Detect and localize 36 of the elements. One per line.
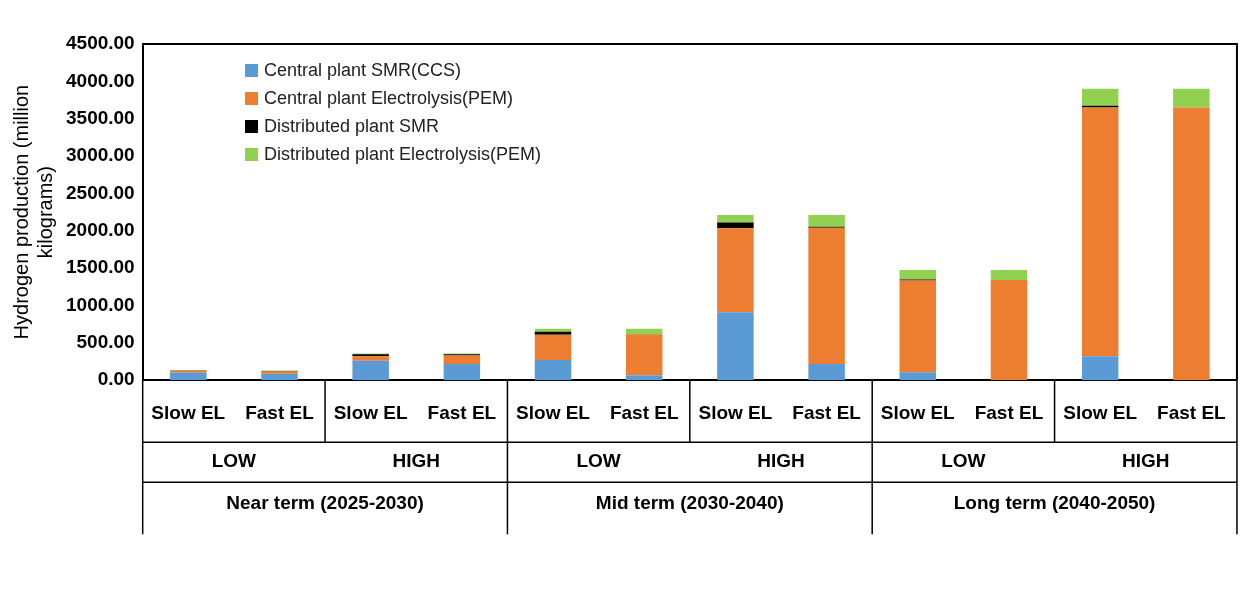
text: HIGH <box>1122 450 1170 472</box>
x-tick-label: Slow EL <box>333 401 408 423</box>
y-tick-label: 2000.00 <box>65 219 135 241</box>
x-tick-label: Fast EL <box>427 401 497 423</box>
x-tick-label: Fast EL <box>1157 401 1227 423</box>
text: LOW <box>941 450 986 472</box>
text: Long term (2040-2050) <box>953 492 1156 514</box>
legend-label: Distributed plant SMR <box>264 116 440 137</box>
x-tick-label: Fast EL <box>792 401 862 423</box>
y-tick-label: 3000.00 <box>65 144 135 166</box>
x-tick-label: Slow EL <box>698 401 773 423</box>
text: LOW <box>576 450 621 472</box>
y-tick-label: 3500.00 <box>65 106 135 128</box>
y-tick-label: 500.00 <box>76 331 135 353</box>
text: Mid term (2030-2040) <box>595 492 784 514</box>
y-tick-label: 4500.00 <box>65 32 135 54</box>
text: Near term (2025-2030) <box>226 492 424 514</box>
legend-label: Central plant SMR(CCS) <box>264 60 462 81</box>
x-tick-label: Slow EL <box>516 401 591 423</box>
x-tick-label: Slow EL <box>880 401 956 423</box>
x-tick-label: Slow EL <box>151 401 226 423</box>
y-tick-label: 2500.00 <box>65 181 135 203</box>
y-tick-label: 4000.00 <box>65 69 135 91</box>
text: LOW <box>211 450 257 472</box>
y-tick-label: 1500.00 <box>65 256 135 278</box>
y-tick-label: 1000.00 <box>65 293 135 315</box>
legend-label: Central plant Electrolysis(PEM) <box>264 88 514 109</box>
x-tick-label: Slow EL <box>1063 401 1138 423</box>
y-tick-label: 0.00 <box>97 368 135 390</box>
x-tick-label: Fast EL <box>609 401 679 423</box>
y-axis-title: Hydrogen production (million kilograms) <box>9 84 56 340</box>
text: HIGH <box>392 450 440 472</box>
x-tick-label: Fast EL <box>245 401 315 423</box>
legend-label: Distributed plant Electrolysis(PEM) <box>264 144 542 165</box>
text: HIGH <box>757 450 805 472</box>
x-tick-label: Fast EL <box>974 401 1044 423</box>
